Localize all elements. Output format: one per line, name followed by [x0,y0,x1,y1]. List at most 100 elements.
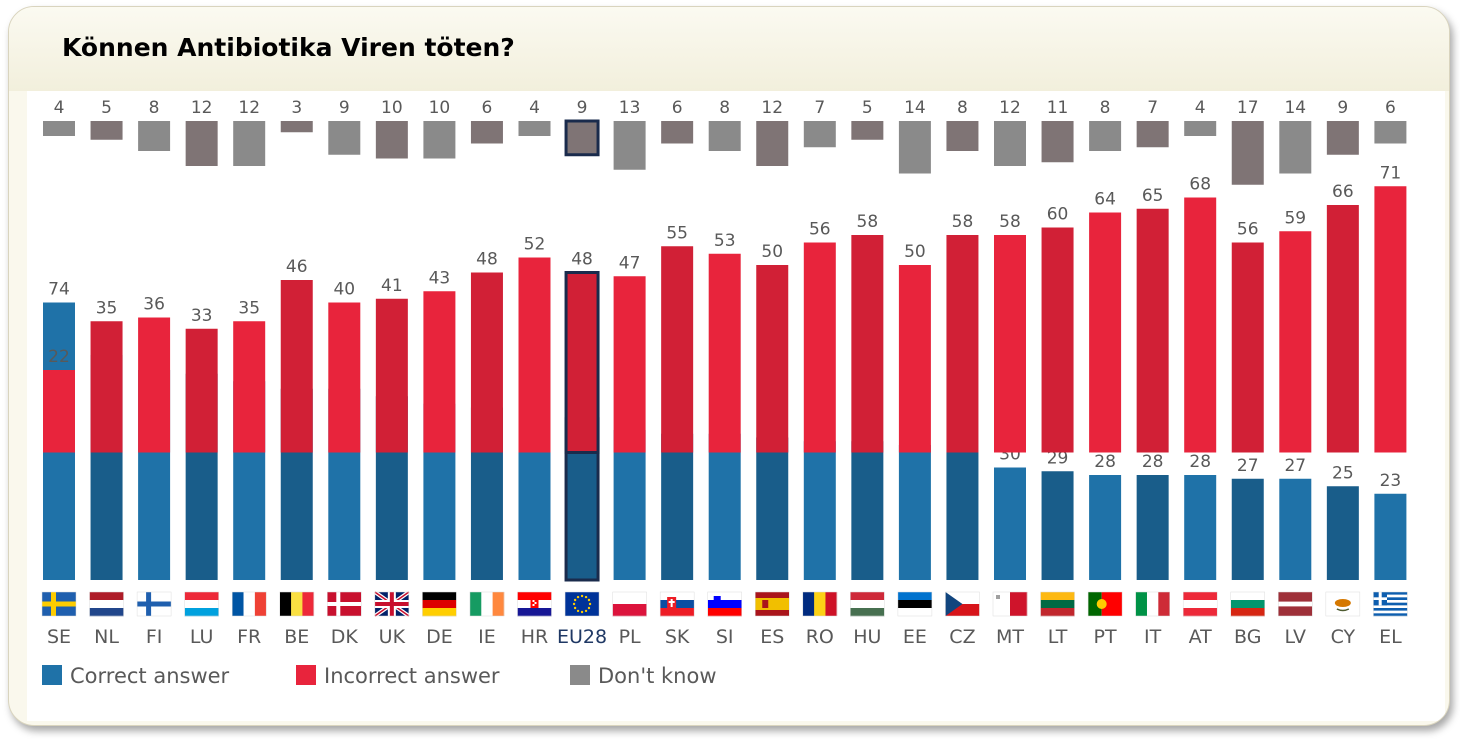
flag-bg-icon [1230,591,1265,617]
category-label-at: AT [1189,626,1213,648]
bar-incorrect-ee [898,265,931,453]
bar-dontknow-cy [1326,121,1359,155]
bar-incorrect-ie [470,272,503,453]
label-dontknow-fr: 12 [238,98,260,118]
label-incorrect-at: 68 [1189,175,1211,195]
bar-group-dk: 51409DK [327,98,362,648]
legend-swatch [570,665,590,685]
bar-correct-lt [1041,471,1074,580]
bar-group-bg: 27 56 17 BG [1230,98,1265,648]
bar-correct-cz [946,452,979,580]
label-dontknow-se: 4 [54,98,65,118]
legend-label: Don't know [598,664,717,688]
bar-dontknow-it [1136,121,1169,148]
bar-group-lv: 27 59 14 LV [1278,98,1313,648]
label-incorrect-lt: 60 [1047,205,1069,225]
bar-incorrect-sk [661,246,694,453]
bar-dontknow-mt [994,121,1026,166]
label-dontknow-pt: 8 [1100,98,1111,118]
label-dontknow-uk: 10 [381,98,403,118]
category-label-hr: HR [521,626,549,648]
category-label-lt: LT [1048,626,1068,648]
label-dontknow-cy: 9 [1337,98,1348,118]
category-label-se: SE [47,626,71,648]
bar-incorrect-bg [1231,242,1264,453]
label-incorrect-uk: 41 [381,276,403,296]
bar-incorrect-cy [1326,205,1359,453]
bar-incorrect-be [280,280,313,453]
label-incorrect-pl: 47 [619,253,641,273]
bar-incorrect-pt [1089,212,1122,453]
legend-swatch [296,665,316,685]
bar-incorrect-hu [851,235,884,453]
bar-dontknow-lu [185,121,218,166]
category-label-sk: SK [665,626,690,648]
bar-group-nl: 60355NL [89,98,124,648]
label-correct-el: 23 [1380,471,1402,491]
flag-lt-icon [1040,591,1075,617]
bar-dontknow-fr [233,121,266,166]
label-incorrect-el: 71 [1380,163,1402,183]
label-correct-it: 28 [1142,452,1164,472]
label-dontknow-hr: 4 [529,98,540,118]
label-dontknow-bg: 17 [1237,98,1259,118]
category-label-nl: NL [94,626,119,648]
bar-dontknow-nl [90,121,123,140]
bar-incorrect-de [423,291,456,453]
bar-dontknow-ee [898,121,931,174]
bar-correct-cy [1326,486,1359,580]
label-incorrect-be: 46 [286,257,308,277]
category-label-es: ES [760,626,784,648]
bar-correct-es [756,437,789,580]
bar-incorrect-lu [185,328,218,453]
label-correct-lv: 27 [1284,456,1306,476]
label-correct-se: 74 [48,280,70,300]
flag-pl-icon [612,591,647,617]
bar-group-it: 28 65 7 IT [1135,98,1170,648]
flag-de-icon [422,591,457,617]
category-label-eu28: EU28 [557,626,607,648]
category-label-ee: EE [903,626,927,648]
title-band [9,7,1449,91]
flag-ro-icon [802,591,838,617]
flag-cz-icon [945,591,980,617]
label-incorrect-bg: 56 [1237,220,1259,240]
bar-group-cy: 25 66 9 CY [1325,98,1361,648]
category-label-uk: UK [379,626,406,648]
bar-incorrect-uk [375,298,408,453]
bar-correct-sk [661,433,694,580]
label-dontknow-nl: 5 [101,98,112,118]
label-dontknow-fi: 8 [149,98,160,118]
bar-incorrect-cz [946,235,979,453]
legend-item-1: Incorrect answer [296,664,500,688]
label-incorrect-sk: 55 [666,223,688,243]
category-label-mt: MT [996,626,1024,648]
label-incorrect-lv: 59 [1284,208,1306,228]
bar-dontknow-lt [1041,121,1074,163]
bar-correct-it [1136,475,1169,580]
category-label-fi: FI [146,626,163,648]
label-dontknow-ie: 6 [482,98,493,118]
label-incorrect-ie: 48 [476,250,498,270]
label-incorrect-hr: 52 [524,235,546,255]
label-dontknow-be: 3 [291,98,302,118]
bar-group-lu: 553312LU [184,98,219,648]
bar-dontknow-uk [375,121,408,159]
bar-dontknow-el [1374,121,1407,144]
bar-correct-at [1184,475,1217,580]
flag-si-icon [707,591,742,617]
category-label-be: BE [284,626,309,648]
bar-dontknow-hu [851,121,884,140]
bar-incorrect-el [1374,186,1407,453]
label-dontknow-it: 7 [1147,98,1158,118]
bar-incorrect-at [1184,197,1217,453]
bar-dontknow-sk [661,121,694,144]
label-dontknow-pl: 13 [619,98,641,118]
bar-incorrect-lv [1279,231,1312,453]
bar-incorrect-fr [233,321,266,453]
bar-group-si: 39538SI [707,98,742,648]
category-label-fr: FR [237,626,261,648]
bar-dontknow-dk [328,121,361,155]
category-label-hu: HU [853,626,881,648]
